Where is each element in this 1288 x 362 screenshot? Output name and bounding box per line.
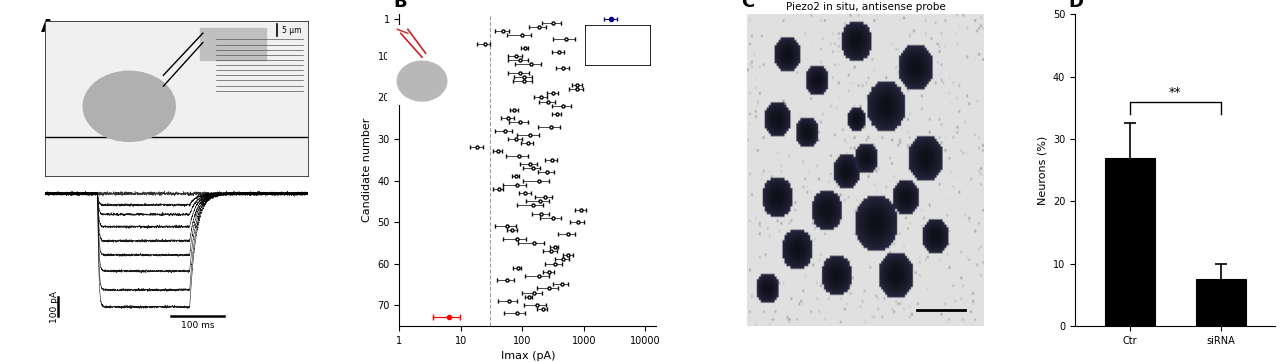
Text: 100 pA: 100 pA <box>50 291 59 323</box>
Text: A: A <box>41 18 55 35</box>
Text: **: ** <box>1168 85 1181 98</box>
Text: C: C <box>741 0 755 11</box>
Text: 100 ms: 100 ms <box>180 321 214 330</box>
Title: Piezo2 in situ, antisense probe: Piezo2 in situ, antisense probe <box>786 2 945 12</box>
Bar <box>1105 158 1154 326</box>
Text: B: B <box>393 0 407 11</box>
Ellipse shape <box>397 61 447 101</box>
Bar <box>200 29 267 60</box>
Ellipse shape <box>84 71 175 141</box>
Y-axis label: Neurons (%): Neurons (%) <box>1037 135 1047 205</box>
X-axis label: Imax (pA): Imax (pA) <box>501 351 555 361</box>
Text: 5 μm: 5 μm <box>282 26 301 34</box>
Text: D: D <box>1069 0 1083 11</box>
Y-axis label: Candidate number: Candidate number <box>362 118 372 222</box>
Bar <box>1195 279 1245 326</box>
